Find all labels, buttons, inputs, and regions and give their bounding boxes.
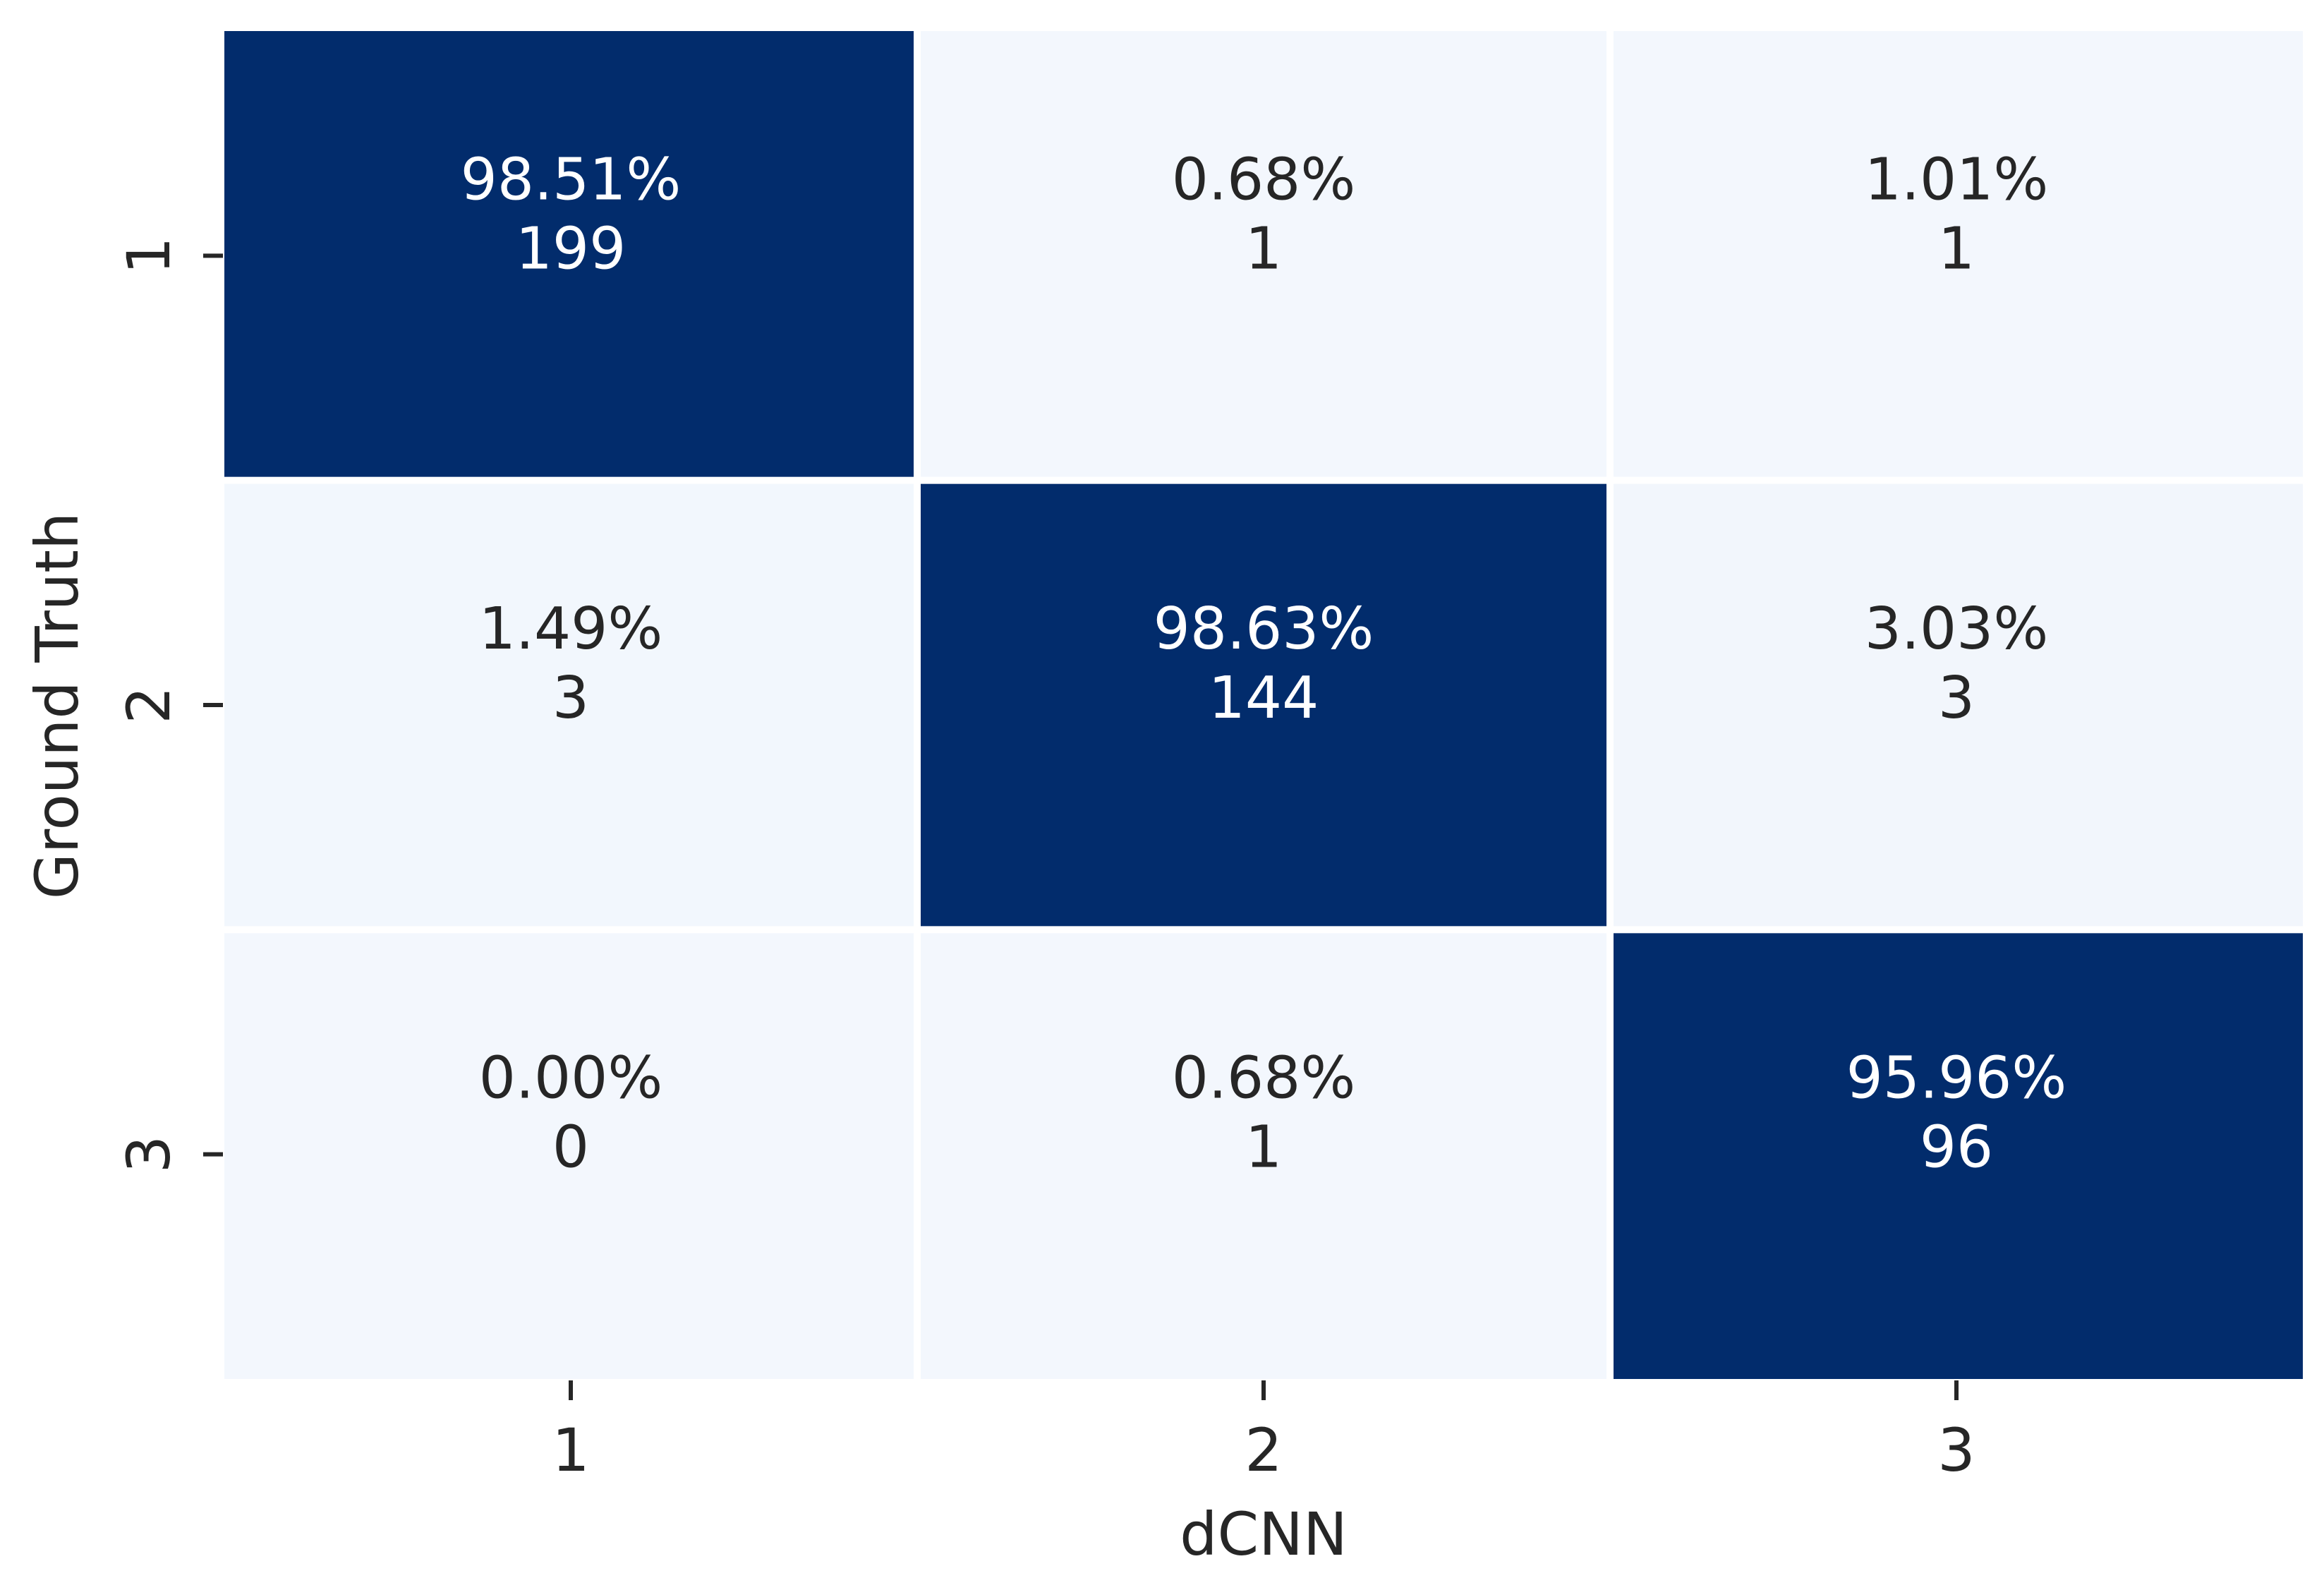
heatmap-cell-r2-c3 (1614, 483, 2303, 927)
cell-count-r1-c1: 199 (516, 215, 627, 282)
heatmap-cell-r3-c3 (1614, 933, 2303, 1379)
cell-count-r3-c1: 0 (552, 1114, 589, 1181)
heatmap-cells (224, 31, 2303, 1379)
cell-count-r3-c3: 96 (1920, 1114, 1993, 1181)
cell-count-r2-c2: 144 (1209, 665, 1319, 732)
cell-percent-r1-c2: 0.68% (1172, 146, 1356, 213)
cell-percent-r3-c1: 0.00% (479, 1045, 663, 1112)
x-tick-label-2: 2 (1245, 1416, 1282, 1485)
heatmap-cell-r1-c1 (224, 31, 914, 477)
heatmap-cell-r1-c3 (1614, 31, 2303, 477)
heatmap-cell-labels: 98.51%1990.68%11.01%11.49%398.63%1443.03… (461, 146, 2067, 1181)
x-axis-label: dCNN (1180, 1500, 1348, 1569)
x-tick-label-1: 1 (552, 1416, 589, 1485)
cell-percent-r1-c1: 98.51% (461, 146, 682, 213)
cell-count-r1-c2: 1 (1245, 215, 1282, 282)
heatmap-cell-r2-c2 (921, 483, 1606, 927)
y-tick-label-1: 1 (114, 237, 183, 275)
cell-percent-r2-c1: 1.49% (479, 596, 663, 663)
x-tick-label-3: 3 (1937, 1416, 1975, 1485)
y-axis: 1 2 3 (114, 237, 223, 1173)
y-tick-label-3: 3 (114, 1136, 183, 1173)
y-tick-label-2: 2 (114, 686, 183, 723)
y-axis-label: Ground Truth (23, 512, 92, 900)
cell-count-r1-c3: 1 (1938, 215, 1975, 282)
cell-count-r3-c2: 1 (1245, 1114, 1282, 1181)
heatmap-cell-r1-c2 (921, 31, 1606, 477)
cell-count-r2-c1: 3 (552, 665, 589, 732)
cell-percent-r1-c3: 1.01% (1865, 146, 2049, 213)
cell-percent-r2-c3: 3.03% (1865, 596, 2049, 663)
heatmap-cell-r2-c1 (224, 483, 914, 927)
cell-percent-r3-c2: 0.68% (1172, 1045, 1356, 1112)
heatmap-cell-r3-c2 (921, 933, 1606, 1379)
x-axis: 1 2 3 (552, 1380, 1975, 1485)
heatmap-cell-r3-c1 (224, 933, 914, 1379)
cell-count-r2-c3: 3 (1938, 665, 1975, 732)
cell-percent-r2-c2: 98.63% (1154, 596, 1374, 663)
cell-percent-r3-c3: 95.96% (1846, 1045, 2067, 1112)
